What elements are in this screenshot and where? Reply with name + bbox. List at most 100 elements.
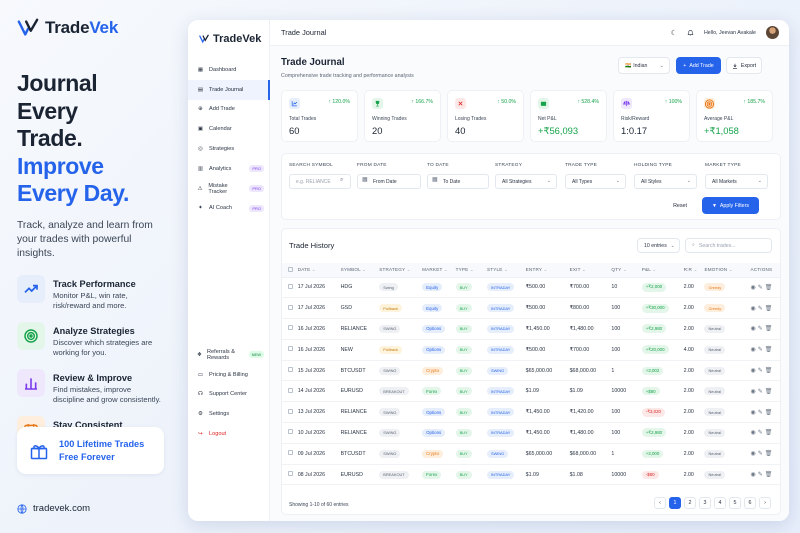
delete-icon[interactable]: 🗑 [764, 305, 775, 312]
edit-icon[interactable]: ✎ [757, 347, 765, 354]
view-icon[interactable]: ◉ [750, 284, 758, 291]
column-header[interactable]: ACTIONS [750, 263, 780, 278]
column-header[interactable]: EXIT ⌄ [569, 263, 612, 278]
column-header[interactable]: EMOTION ⌄ [704, 263, 751, 278]
add-trade-button[interactable]: + Add Trade [676, 57, 721, 74]
avatar[interactable] [766, 26, 779, 39]
delete-icon[interactable]: 🗑 [764, 284, 775, 291]
row-checkbox[interactable] [288, 450, 293, 456]
trade-type-select[interactable]: All Types ⌄ [565, 174, 626, 189]
reset-button[interactable]: Reset [666, 198, 694, 214]
sidebar-brand[interactable]: TradeVek [188, 20, 269, 48]
user-greeting[interactable]: Hello, Jeevan Avakale [703, 29, 756, 36]
row-checkbox[interactable] [288, 304, 293, 310]
column-header[interactable]: MARKET ⌄ [422, 263, 456, 278]
column-header[interactable]: DATE ⌄ [297, 263, 341, 278]
sidebar-item-trade-journal[interactable]: ▤ Trade Journal [188, 79, 270, 100]
view-icon[interactable]: ◉ [750, 368, 758, 375]
view-icon[interactable]: ◉ [750, 326, 758, 333]
delete-icon[interactable]: 🗑 [764, 451, 775, 458]
view-icon[interactable]: ◉ [750, 347, 758, 354]
sidebar-item-analytics[interactable]: ▥ Analytics PRO [188, 159, 270, 179]
column-header[interactable]: QTY ⌄ [611, 263, 642, 278]
column-header[interactable]: R:R ⌄ [683, 263, 705, 278]
view-icon[interactable]: ◉ [750, 472, 758, 479]
holding-type-select[interactable]: All Styles ⌄ [634, 174, 697, 189]
edit-icon[interactable]: ✎ [757, 368, 765, 375]
column-header[interactable]: SYMBOL ⌄ [340, 263, 380, 278]
sidebar-item-logout[interactable]: ↪ Logout [188, 424, 270, 444]
symbol-search-input[interactable]: e.g. RELIANCE [289, 174, 351, 189]
table-row[interactable]: 16 Jul 2026 NEW Pullback Options BUY INT… [282, 339, 780, 361]
market-select[interactable]: 🇮🇳 Indian ⌄ [618, 57, 670, 74]
delete-icon[interactable]: 🗑 [764, 368, 775, 375]
strategy-select[interactable]: All Strategies ⌄ [495, 174, 557, 189]
market-type-select[interactable]: All Markets ⌄ [705, 174, 768, 189]
table-row[interactable]: 17 Jul 2026 HDG Swing Equity BUY INTRADA… [282, 277, 780, 299]
row-checkbox[interactable] [288, 429, 293, 435]
column-header[interactable]: STRATEGY ⌄ [379, 263, 423, 278]
row-checkbox[interactable] [288, 346, 293, 352]
sidebar-item-dashboard[interactable]: ▦ Dashboard [188, 60, 270, 80]
column-header[interactable]: TYPE ⌄ [455, 263, 487, 278]
edit-icon[interactable]: ✎ [757, 326, 765, 333]
table-row[interactable]: 17 Jul 2026 GSD Pullback Equity BUY INTR… [282, 297, 780, 320]
table-row[interactable]: 14 Jul 2026 EURUSD BREAKOUT Forex BUY IN… [282, 380, 780, 403]
page-button[interactable]: 4 [714, 497, 726, 509]
view-icon[interactable]: ◉ [750, 409, 758, 416]
edit-icon[interactable]: ✎ [757, 388, 765, 395]
table-row[interactable]: 15 Jul 2026 BTCUSDT SWING Crypto BUY SWI… [282, 360, 780, 382]
page-button[interactable]: 3 [699, 497, 711, 509]
sidebar-item-pricing-billing[interactable]: ▭ Pricing & Billing [188, 365, 270, 385]
table-row[interactable]: 13 Jul 2026 RELIANCE SWING Options BUY I… [282, 401, 780, 424]
row-checkbox[interactable] [288, 283, 293, 289]
select-all-checkbox[interactable] [288, 266, 293, 272]
from-date-input[interactable]: From Date [357, 174, 421, 189]
page-button[interactable]: 2 [684, 497, 696, 509]
apply-filters-button[interactable]: ▼ Apply Filters [702, 197, 759, 214]
view-icon[interactable]: ◉ [750, 305, 758, 312]
page-button[interactable]: 5 [729, 497, 741, 509]
delete-icon[interactable]: 🗑 [764, 388, 775, 395]
row-checkbox[interactable] [288, 367, 293, 373]
delete-icon[interactable]: 🗑 [764, 472, 775, 479]
sidebar-item-add-trade[interactable]: ⊕ Add Trade [188, 100, 270, 120]
website-link[interactable]: tradevek.com [17, 503, 90, 514]
row-checkbox[interactable] [288, 408, 293, 414]
delete-icon[interactable]: 🗑 [764, 347, 775, 354]
edit-icon[interactable]: ✎ [757, 284, 765, 291]
delete-icon[interactable]: 🗑 [764, 430, 775, 437]
entries-select[interactable]: 10 entries ⌄ [637, 238, 680, 253]
view-icon[interactable]: ◉ [750, 388, 758, 395]
edit-icon[interactable]: ✎ [757, 430, 765, 437]
next-page-button[interactable]: › [759, 497, 771, 509]
page-button[interactable]: 6 [744, 497, 756, 509]
to-date-input[interactable]: To Date [427, 174, 489, 189]
table-row[interactable]: 09 Jul 2026 BTCUSDT SWING Crypto BUY SWI… [282, 443, 780, 465]
row-checkbox[interactable] [288, 387, 293, 393]
sidebar-item-ai-coach[interactable]: ✦ AI Coach PRO [188, 199, 270, 219]
sidebar-item-referrals-rewards[interactable]: ❖ Referrals & Rewards NEW [188, 345, 270, 365]
edit-icon[interactable]: ✎ [757, 451, 765, 458]
export-button[interactable]: Export [726, 57, 762, 74]
view-icon[interactable]: ◉ [750, 430, 758, 437]
column-header[interactable]: STYLE ⌄ [486, 263, 526, 278]
table-row[interactable]: 08 Jul 2026 EURUSD BREAKOUT Forex BUY IN… [282, 464, 780, 486]
bell-icon[interactable] [687, 29, 694, 36]
view-icon[interactable]: ◉ [750, 451, 758, 458]
sidebar-item-settings[interactable]: ⚙ Settings [188, 404, 270, 424]
column-header[interactable]: ENTRY ⌄ [525, 263, 570, 278]
promo-card[interactable]: 100 Lifetime Trades Free Forever [17, 427, 164, 474]
page-button[interactable]: 1 [669, 497, 681, 509]
sidebar-item-calendar[interactable]: ▣ Calendar [188, 119, 270, 139]
sidebar-item-support-center[interactable]: ☊ Support Center [188, 385, 270, 405]
prev-page-button[interactable]: ‹ [654, 497, 666, 509]
delete-icon[interactable]: 🗑 [764, 409, 775, 416]
sidebar-item-mistake-tracker[interactable]: ⚠ Mistake Tracker PRO [188, 179, 270, 199]
search-trades-input[interactable]: ⌕ Search trades... [685, 238, 772, 253]
edit-icon[interactable]: ✎ [757, 472, 765, 479]
edit-icon[interactable]: ✎ [757, 409, 765, 416]
theme-toggle-icon[interactable]: ☾ [670, 29, 677, 37]
sidebar-item-strategies[interactable]: ◎ Strategies [188, 139, 270, 159]
table-row[interactable]: 10 Jul 2026 RELIANCE SWING Options BUY I… [282, 422, 780, 444]
